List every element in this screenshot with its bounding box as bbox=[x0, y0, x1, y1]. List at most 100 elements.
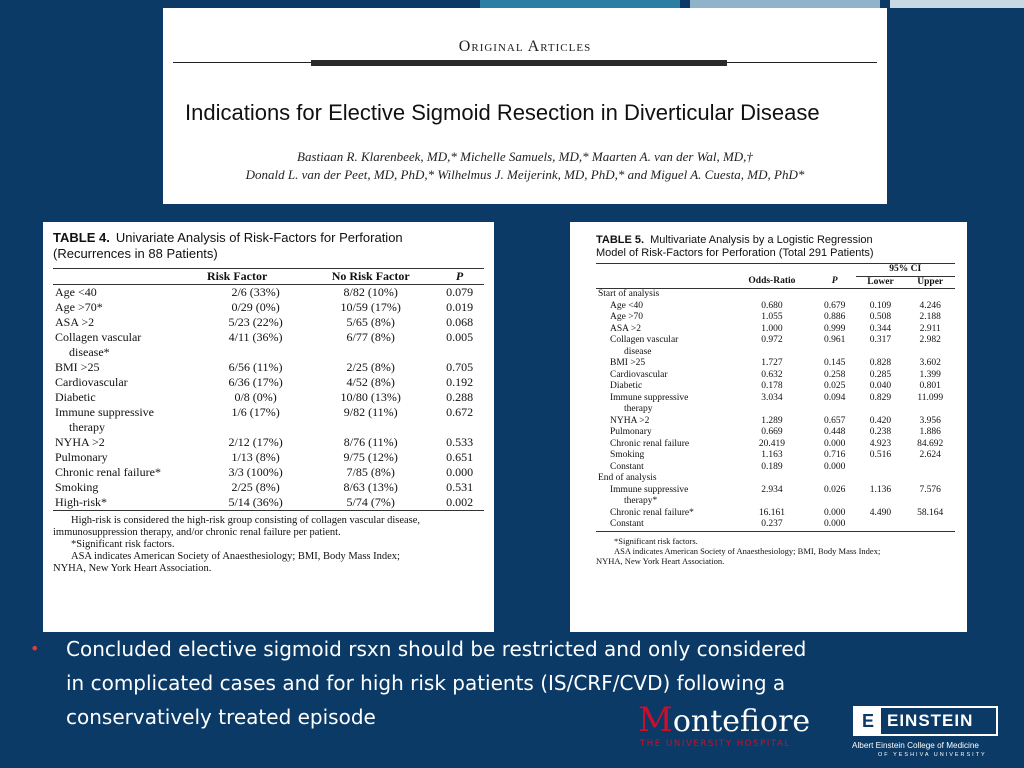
table5-cell-or: 2.934 bbox=[761, 484, 783, 495]
row-label: Constant bbox=[610, 519, 644, 529]
table5-card: TABLE 5. Multivariate Analysis by a Logis… bbox=[570, 222, 967, 632]
table4-cell-label: Cardiovascular bbox=[53, 375, 205, 390]
table4-cell-p: 0.000 bbox=[446, 465, 474, 479]
row-label: Cardiovascular bbox=[55, 375, 128, 389]
table4-cell-label: Smoking bbox=[53, 480, 205, 495]
table4-caption: TABLE 4. Univariate Analysis of Risk-Fact… bbox=[53, 230, 484, 262]
table5-cell-lower bbox=[856, 519, 906, 531]
table5-cell-or: 16.161 bbox=[758, 507, 785, 518]
table5-cell-lower: 0.420 bbox=[869, 415, 892, 426]
einstein-logo: E EINSTEIN bbox=[853, 706, 998, 736]
table5-cell-p bbox=[814, 473, 856, 485]
montefiore-logo-subtitle: THE UNIVERSITY HOSPITAL bbox=[640, 739, 791, 749]
table5-cell-upper: 1.399 bbox=[919, 369, 941, 380]
table4-cell-nrf: 5/65 (8%) bbox=[346, 315, 395, 329]
table4-cell-p: 0.672 bbox=[446, 405, 474, 419]
table4-cell-nrf: 9/75 (12%) bbox=[343, 450, 398, 464]
row-label: Diabetic bbox=[55, 390, 96, 404]
table5-cell-p: 0.657 bbox=[823, 415, 846, 426]
table4-cell-nrf: 10/59 (17%) bbox=[340, 300, 401, 314]
montefiore-logo: Montefiore bbox=[638, 700, 810, 740]
table4-cell-rf: 3/3 (100%) bbox=[228, 465, 283, 479]
row-label-continued: disease* bbox=[69, 345, 110, 359]
table5-cell-label: Collagen vascular disease bbox=[596, 335, 730, 358]
table4-cell-nrf: 10/80 (13%) bbox=[340, 390, 401, 404]
row-label: Age <40 bbox=[55, 285, 97, 299]
table4-row: Chronic renal failure* 3/3 (100%) 7/85 (8%… bbox=[53, 465, 484, 480]
table4-cell-p: 0.533 bbox=[446, 435, 474, 449]
table4-cell-rf: 5/14 (36%) bbox=[228, 495, 283, 509]
table4-cell-nrf: 4/52 (8%) bbox=[346, 375, 395, 389]
row-label: Pulmonary bbox=[55, 450, 108, 464]
table5-cell-upper bbox=[905, 289, 955, 301]
table4-cell-nrf: 9/82 (11%) bbox=[343, 405, 398, 419]
table5-cell-p: 0.025 bbox=[823, 381, 846, 391]
table4-cell-p: 0.002 bbox=[446, 495, 474, 509]
row-label: High-risk* bbox=[55, 495, 107, 509]
table5-ci-header: 95% CI bbox=[855, 263, 955, 277]
table4-cell-nrf: 8/76 (11%) bbox=[343, 435, 398, 449]
table5-section-row: Start of analysis bbox=[596, 289, 955, 301]
table5: 95% CI Odds-Ratio P Lower Upper Start of… bbox=[596, 263, 955, 532]
bullet-line: in complicated cases and for high risk p… bbox=[66, 671, 786, 695]
table5-cell-upper: 2.982 bbox=[919, 335, 941, 345]
bullet-line: conservatively treated episode bbox=[66, 705, 376, 729]
table4-row: Pulmonary 1/13 (8%) 9/75 (12%) 0.651 bbox=[53, 450, 484, 465]
table4-cell-p: 0.079 bbox=[446, 285, 474, 299]
table5-row: Age >70 1.055 0.886 0.508 2.188 bbox=[596, 312, 955, 324]
table5-footnote: ASA indicates American Society of Anaest… bbox=[614, 545, 881, 556]
table5-row: Collagen vascular disease 0.972 0.961 0.317 2… bbox=[596, 335, 955, 358]
section-label: Original Articles bbox=[458, 38, 592, 55]
row-label: Constant bbox=[610, 461, 644, 472]
table5-cell-or: 1.727 bbox=[761, 358, 783, 368]
table4-cell-label: Collagen vascular disease* bbox=[53, 330, 205, 360]
row-label-continued: therapy bbox=[624, 404, 653, 414]
table5-cell-label: Immune suppressive therapy bbox=[596, 393, 730, 416]
table4-cell-nrf: 5/74 (7%) bbox=[346, 495, 395, 509]
table5-cell-or: 3.034 bbox=[761, 392, 783, 403]
table4-row: NYHA >2 2/12 (17%) 8/76 (11%) 0.533 bbox=[53, 435, 484, 450]
table4-cell-nrf: 8/63 (13%) bbox=[343, 480, 398, 494]
table4-cell-label: Pulmonary bbox=[53, 450, 205, 465]
row-label: Pulmonary bbox=[610, 427, 652, 437]
table4-body: Age <40 2/6 (33%) 8/82 (10%) 0.079 Age >70* 0… bbox=[53, 285, 484, 511]
table5-cell-p: 0.961 bbox=[823, 335, 846, 345]
table5-cell-p: 0.448 bbox=[823, 427, 846, 437]
table4-cell-label: Diabetic bbox=[53, 390, 205, 405]
table5-cell-or: 0.237 bbox=[761, 519, 783, 529]
table5-header: P bbox=[813, 276, 856, 289]
table4-cell-rf: 6/36 (17%) bbox=[228, 375, 283, 389]
row-label-continued: disease bbox=[624, 346, 652, 357]
table4-row: Smoking 2/25 (8%) 8/63 (13%) 0.531 bbox=[53, 480, 484, 495]
table4-row: Collagen vascular disease* 4/11 (36%) 6/77 … bbox=[53, 330, 484, 360]
table5-row: Immune suppressive therapy 3.034 0.094 0.829… bbox=[596, 393, 955, 416]
table4-cell-p: 0.651 bbox=[446, 450, 474, 464]
table5-cell-label: Immune suppressive therapy* bbox=[596, 485, 730, 508]
table4-cell-rf: 1/6 (17%) bbox=[231, 405, 280, 419]
table5-cell-p bbox=[814, 289, 856, 301]
table5-cell-upper: 3.602 bbox=[919, 358, 941, 368]
row-label: Age >70 bbox=[610, 312, 644, 322]
table5-row: Diabetic 0.178 0.025 0.040 0.801 bbox=[596, 381, 955, 393]
montefiore-logo-text: ontefiore bbox=[672, 704, 811, 739]
table5-cell-or: 0.669 bbox=[761, 427, 783, 437]
row-label: BMI >25 bbox=[55, 360, 100, 374]
table4-cell-p: 0.288 bbox=[446, 390, 474, 404]
table5-cell-or: 0.189 bbox=[761, 461, 783, 472]
table5-row: Smoking 1.163 0.716 0.516 2.624 bbox=[596, 450, 955, 462]
table5-cell-p: 0.679 bbox=[823, 300, 846, 311]
table5-cell-lower: 0.238 bbox=[869, 427, 892, 437]
table4-cell-rf: 4/11 (36%) bbox=[228, 330, 283, 344]
table4-cell-p: 0.531 bbox=[446, 480, 474, 494]
table5-cell-or bbox=[730, 473, 814, 485]
row-label: End of analysis bbox=[598, 473, 657, 483]
table5-cell-upper bbox=[905, 462, 955, 474]
table5-cell-label: ASA >2 bbox=[596, 324, 730, 336]
table4-cell-nrf: 8/82 (10%) bbox=[343, 285, 398, 299]
table5-cell-upper: 3.956 bbox=[919, 415, 941, 426]
table4-cell-label: Age >70* bbox=[53, 300, 205, 315]
row-label: Immune suppressive bbox=[610, 392, 689, 403]
table4-row: Age <40 2/6 (33%) 8/82 (10%) 0.079 bbox=[53, 285, 484, 301]
table5-cell-lower: 0.285 bbox=[869, 369, 892, 380]
table4-cell-rf: 1/13 (8%) bbox=[231, 450, 280, 464]
